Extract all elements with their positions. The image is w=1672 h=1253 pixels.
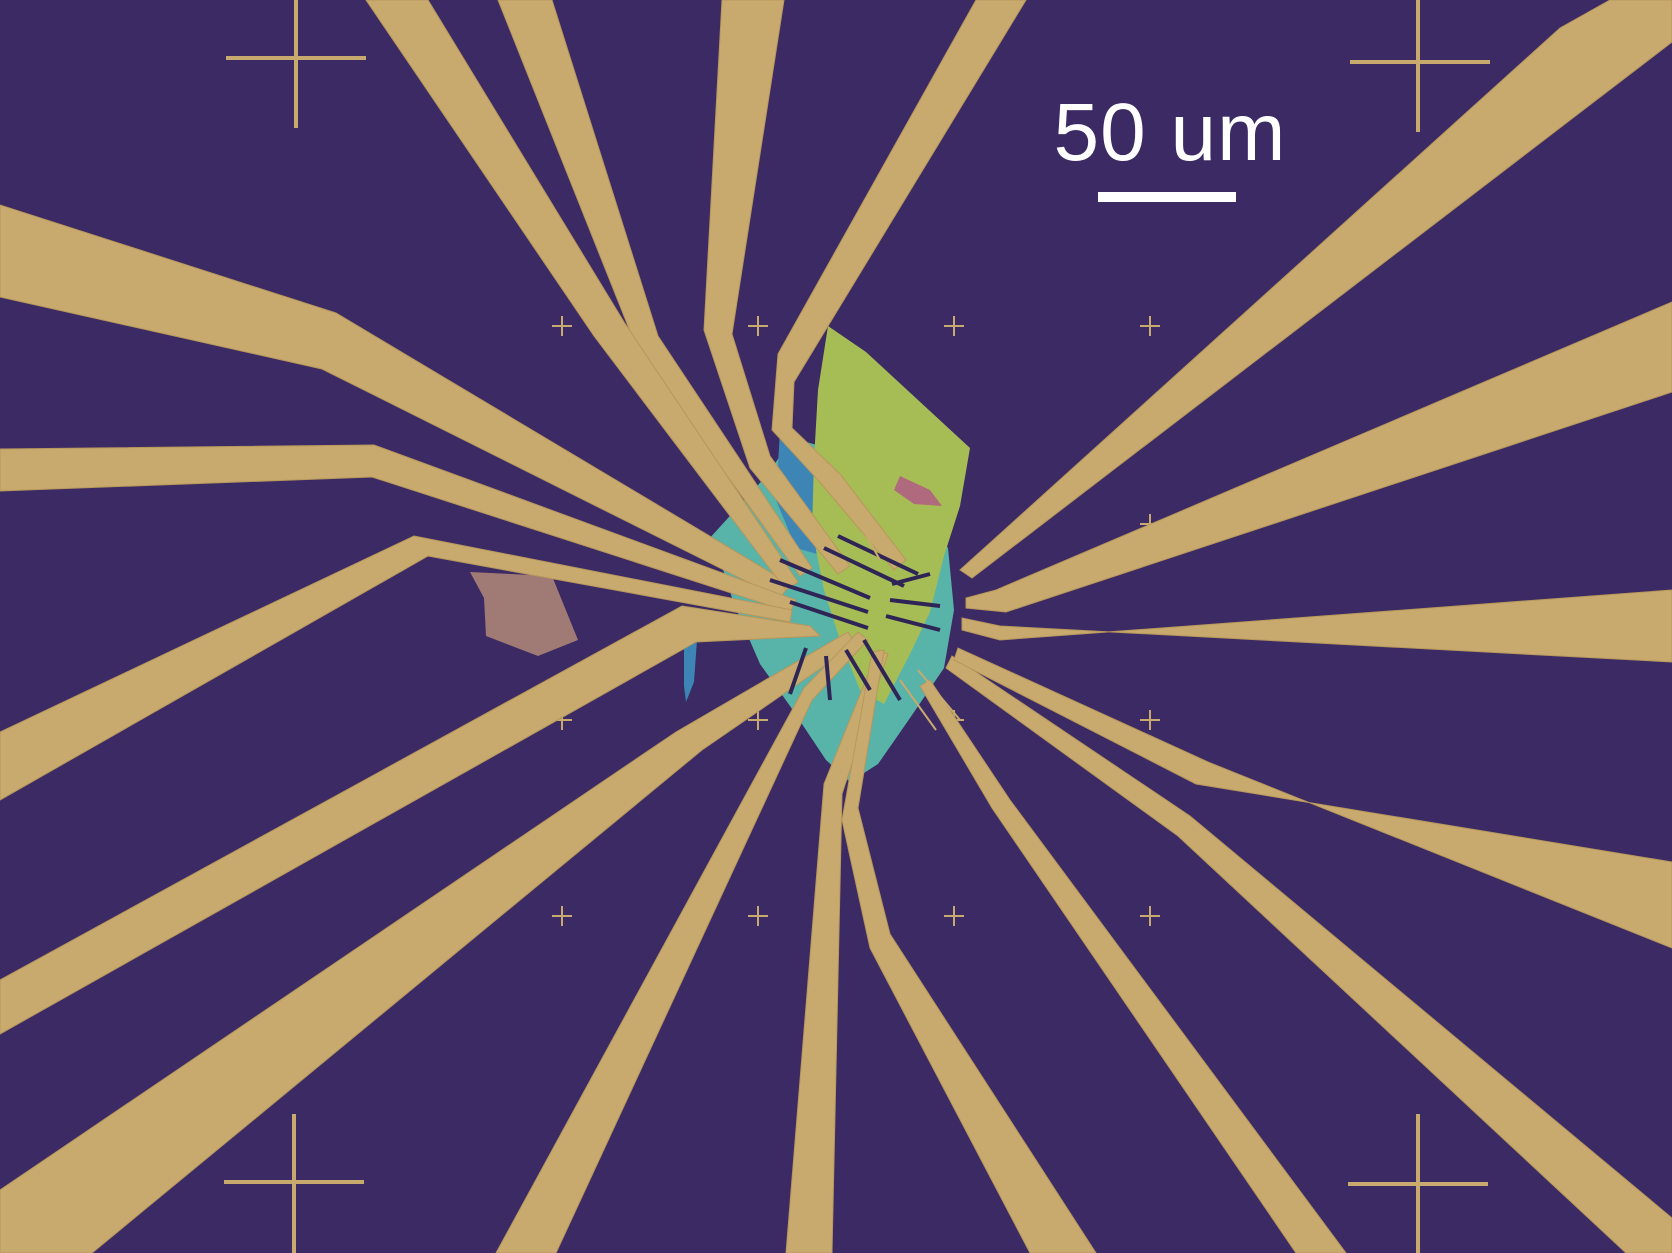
electrode: [0, 631, 857, 1253]
pink-flake: [894, 476, 942, 506]
green-flake: [812, 326, 970, 704]
electrode: [919, 679, 1347, 1253]
fine-leads: [851, 509, 961, 731]
electrode: [365, 0, 799, 591]
electrode: [965, 301, 1672, 613]
electrode: [703, 0, 851, 575]
electrode: [0, 535, 793, 801]
electrode: [785, 649, 889, 1253]
scale-bar-label: 50 um: [1053, 87, 1287, 178]
electrode: [0, 605, 822, 1035]
electrode: [771, 0, 1027, 571]
brown-flake: [470, 572, 578, 656]
electrode: [945, 655, 1672, 1253]
scale-bar-line: [1098, 192, 1236, 202]
alignment-cross-large-icon: [224, 0, 1490, 1253]
electrode: [959, 0, 1672, 579]
electrode: [961, 589, 1672, 663]
electrode: [495, 631, 869, 1253]
electrode: [841, 649, 1097, 1253]
electrode: [953, 647, 1672, 949]
electrode-gaps: [769, 534, 941, 702]
